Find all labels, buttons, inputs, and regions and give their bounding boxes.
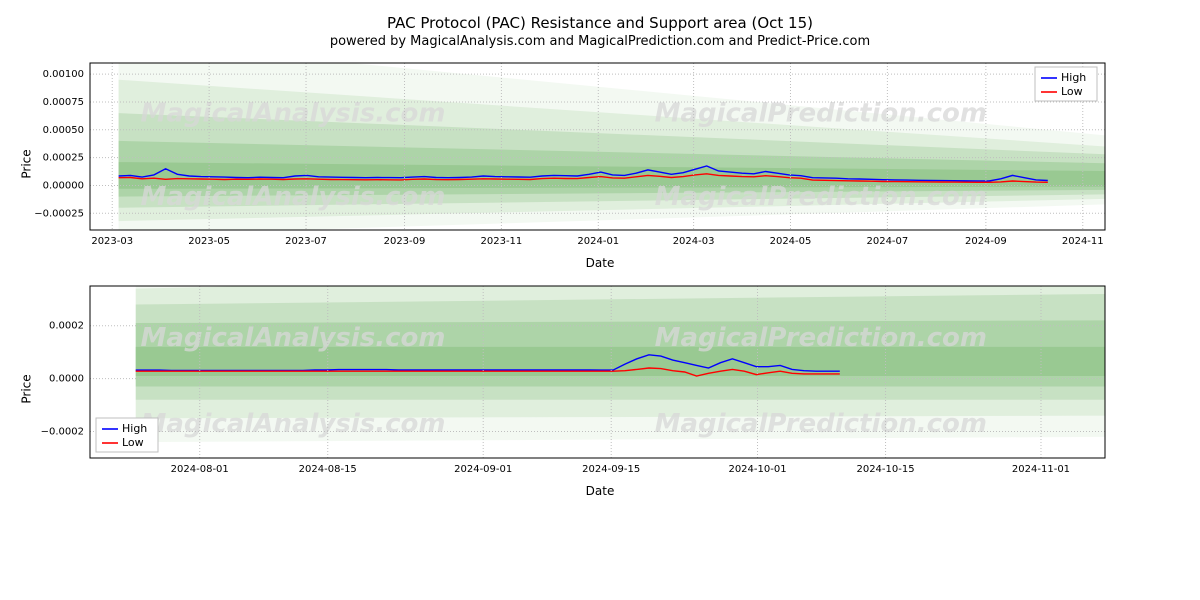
svg-text:MagicalPrediction.com: MagicalPrediction.com bbox=[655, 323, 987, 353]
svg-text:2024-11: 2024-11 bbox=[1062, 236, 1104, 247]
svg-text:0.00050: 0.00050 bbox=[43, 125, 84, 136]
bottom-ylabel: Price bbox=[20, 374, 34, 403]
top-chart-wrap: Price MagicalAnalysis.com MagicalPredicti… bbox=[20, 57, 1180, 270]
top-ylabel: Price bbox=[20, 149, 34, 178]
svg-text:MagicalPrediction.com: MagicalPrediction.com bbox=[655, 182, 987, 212]
svg-text:0.00025: 0.00025 bbox=[43, 153, 84, 164]
svg-text:0.0000: 0.0000 bbox=[49, 374, 84, 385]
svg-text:2023-03: 2023-03 bbox=[91, 236, 133, 247]
svg-text:2024-07: 2024-07 bbox=[866, 236, 908, 247]
svg-text:MagicalPrediction.com: MagicalPrediction.com bbox=[655, 98, 987, 128]
svg-text:High: High bbox=[1061, 71, 1086, 84]
svg-text:2023-11: 2023-11 bbox=[481, 236, 523, 247]
svg-text:2024-08-15: 2024-08-15 bbox=[299, 464, 357, 475]
svg-text:2023-05: 2023-05 bbox=[188, 236, 230, 247]
svg-text:MagicalAnalysis.com: MagicalAnalysis.com bbox=[141, 323, 446, 353]
svg-text:2023-07: 2023-07 bbox=[285, 236, 327, 247]
bottom-chart: MagicalAnalysis.com MagicalPrediction.com… bbox=[20, 280, 1175, 480]
svg-text:−0.00025: −0.00025 bbox=[34, 208, 84, 219]
svg-text:2023-09: 2023-09 bbox=[384, 236, 426, 247]
top-xlabel: Date bbox=[20, 256, 1180, 270]
svg-text:Low: Low bbox=[122, 436, 144, 449]
svg-text:0.00100: 0.00100 bbox=[43, 69, 84, 80]
bottom-chart-wrap: Price MagicalAnalysis.com MagicalPredicti… bbox=[20, 280, 1180, 498]
svg-text:Low: Low bbox=[1061, 85, 1083, 98]
svg-text:−0.0002: −0.0002 bbox=[41, 427, 84, 438]
svg-text:2024-09-01: 2024-09-01 bbox=[454, 464, 512, 475]
svg-text:2024-05: 2024-05 bbox=[770, 236, 812, 247]
svg-text:0.00075: 0.00075 bbox=[43, 97, 84, 108]
svg-text:2024-10-15: 2024-10-15 bbox=[856, 464, 914, 475]
svg-text:2024-08-01: 2024-08-01 bbox=[171, 464, 229, 475]
chart-subtitle: powered by MagicalAnalysis.com and Magic… bbox=[10, 34, 1190, 49]
svg-text:2024-01: 2024-01 bbox=[577, 236, 619, 247]
bottom-xlabel: Date bbox=[20, 484, 1180, 498]
svg-text:0.0002: 0.0002 bbox=[49, 321, 84, 332]
svg-text:MagicalAnalysis.com: MagicalAnalysis.com bbox=[141, 409, 446, 439]
svg-text:2024-10-01: 2024-10-01 bbox=[728, 464, 786, 475]
chart-title: PAC Protocol (PAC) Resistance and Suppor… bbox=[10, 14, 1190, 32]
svg-text:2024-03: 2024-03 bbox=[673, 236, 715, 247]
svg-text:MagicalPrediction.com: MagicalPrediction.com bbox=[655, 409, 987, 439]
svg-text:MagicalAnalysis.com: MagicalAnalysis.com bbox=[141, 98, 446, 128]
svg-text:2024-09: 2024-09 bbox=[965, 236, 1007, 247]
svg-text:2024-11-01: 2024-11-01 bbox=[1012, 464, 1070, 475]
svg-text:0.00000: 0.00000 bbox=[43, 180, 84, 191]
svg-text:2024-09-15: 2024-09-15 bbox=[582, 464, 640, 475]
top-chart: MagicalAnalysis.com MagicalPrediction.com… bbox=[20, 57, 1175, 252]
svg-text:High: High bbox=[122, 422, 147, 435]
svg-text:MagicalAnalysis.com: MagicalAnalysis.com bbox=[141, 182, 446, 212]
